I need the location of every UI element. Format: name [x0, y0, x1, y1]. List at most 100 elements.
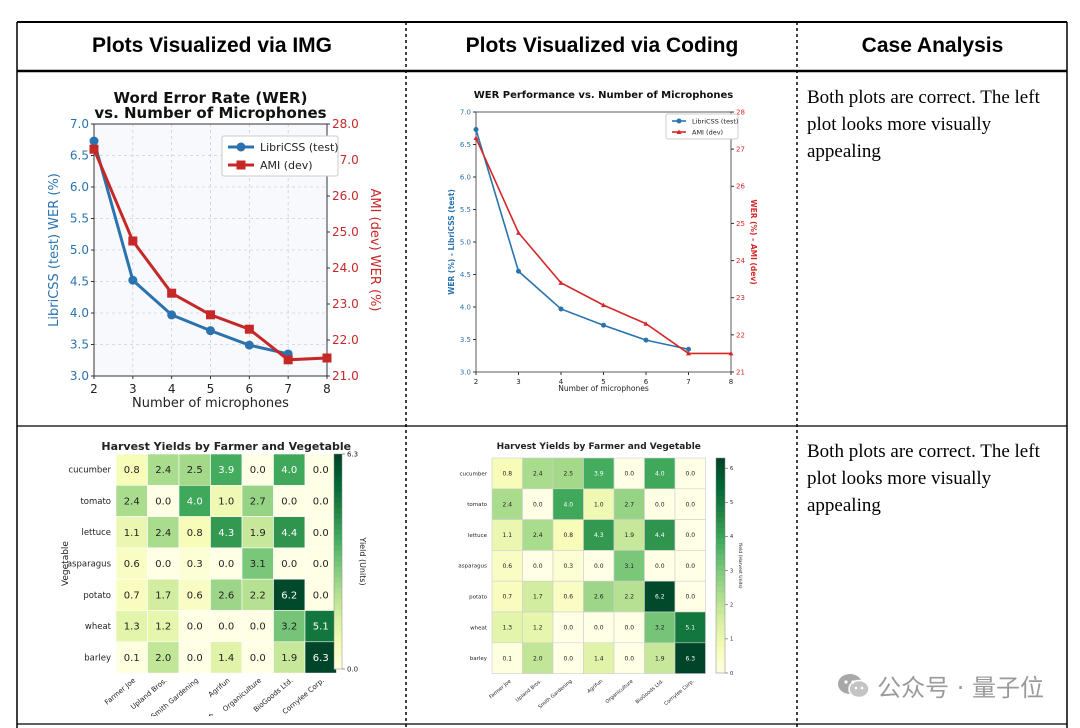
colorbar-segment — [716, 635, 725, 642]
colorbar-segment — [716, 479, 725, 486]
cell-value: 1.2 — [155, 622, 171, 633]
y2-tick-label: 24.0 — [332, 261, 359, 275]
cell-value: 2.6 — [594, 594, 604, 601]
cell-value: 3.1 — [250, 559, 266, 570]
column-label: Upland Bros. — [515, 678, 544, 703]
cell-value: 5.1 — [685, 625, 695, 632]
heatmap-cell — [613, 611, 645, 644]
colorbar-tick-label: 0.0 — [347, 665, 358, 673]
heatmap-cell — [147, 610, 180, 643]
cell-value: 0.0 — [313, 559, 329, 570]
colorbar-segment — [334, 518, 342, 525]
column-label: Agrifun — [207, 677, 232, 699]
cell-value: 2.7 — [624, 501, 634, 508]
x-tick-label: 3 — [516, 378, 520, 386]
cell-value: 0.3 — [187, 559, 203, 570]
cell-value: 0.0 — [533, 563, 543, 570]
cell-value: 0.0 — [250, 465, 266, 476]
data-point — [89, 136, 99, 146]
colorbar-segment — [716, 608, 725, 615]
cell-value: 2.0 — [155, 653, 171, 664]
legend-label: AMI (dev) — [692, 128, 723, 136]
analysis-line: plot looks more visually — [807, 468, 992, 489]
colorbar-segment — [716, 597, 725, 604]
heatmap-cell — [552, 642, 584, 674]
heatmap-cell — [613, 642, 645, 674]
cell-value: 1.9 — [655, 655, 665, 662]
colorbar-segment — [716, 656, 725, 663]
x-tick-label: 2 — [90, 382, 98, 396]
heatmap-cell — [273, 547, 306, 580]
y-tick-label: 4.5 — [70, 275, 89, 289]
colorbar-segment — [334, 454, 342, 460]
y-tick-label: 3.0 — [70, 369, 89, 383]
cell-value: 0.0 — [685, 532, 695, 539]
y-tick-label: 6.5 — [70, 149, 89, 163]
heatmap-cell — [273, 453, 306, 486]
cell-value: 0.0 — [624, 471, 634, 478]
colorbar-segment — [334, 609, 342, 616]
heatmap-cell — [674, 519, 706, 551]
cell-value: 1.4 — [218, 653, 234, 664]
y2-tick-label: 27.0 — [332, 153, 359, 167]
heatmap-cell — [491, 519, 523, 551]
data-point — [558, 306, 564, 312]
y-tick-label: 5.5 — [460, 206, 471, 214]
data-point — [473, 135, 479, 140]
heatmap-cell — [552, 457, 584, 490]
colorbar-segment — [716, 544, 725, 550]
data-point — [206, 310, 215, 320]
cell-value: 0.0 — [281, 559, 297, 570]
series-line — [475, 129, 689, 351]
cell-value: 0.0 — [563, 655, 573, 662]
cell-value: 1.7 — [533, 594, 543, 601]
cell-value: 3.1 — [624, 563, 634, 570]
legend-marker — [236, 142, 246, 152]
colorbar-segment — [334, 486, 342, 493]
y2-tick-label: 28.0 — [332, 117, 359, 131]
cell-value: 2.0 — [533, 655, 543, 662]
colorbar-segment — [716, 640, 725, 647]
data-point — [728, 350, 734, 356]
colorbar-segment — [334, 663, 342, 670]
y-tick-label: 6.0 — [70, 180, 89, 194]
colorbar-label: Yield (Harvest Units) — [737, 541, 743, 588]
heatmap-cell — [613, 519, 645, 551]
cell-value: 1.1 — [502, 532, 512, 539]
y-axis-label: Vegetable — [61, 541, 71, 587]
x-axis-label: Number of microphones — [132, 396, 289, 411]
colorbar-frame — [715, 457, 726, 674]
colorbar-segment — [716, 538, 725, 545]
y2-tick-label: 22 — [736, 331, 745, 339]
cell-value: 0.7 — [502, 594, 512, 601]
heatmap-cell — [178, 453, 211, 486]
data-point — [206, 326, 215, 336]
cell-value: 0.7 — [124, 590, 140, 601]
wer-line-chart-coding: WER Performance vs. Number of Microphone… — [447, 90, 758, 393]
data-point — [473, 127, 479, 133]
colorbar-segment — [334, 491, 342, 498]
colorbar-segment — [716, 554, 725, 561]
colorbar-tick-label: 4 — [730, 534, 733, 540]
y2-tick-label: 25.0 — [332, 225, 359, 239]
colorbar-segment — [334, 647, 342, 654]
y2-tick-label: 21.0 — [332, 369, 359, 383]
colorbar-segment — [334, 513, 342, 519]
y2-tick-label: 22.0 — [332, 333, 359, 347]
cell-value: 0.8 — [502, 471, 512, 478]
y-tick-label: 4.5 — [460, 271, 471, 279]
heatmap-cell — [644, 519, 676, 551]
heatmap-cell — [304, 547, 337, 580]
row-label: tomato — [467, 502, 487, 508]
cell-value: 2.5 — [563, 471, 573, 478]
heatmap-cell — [674, 488, 706, 520]
series-line — [475, 137, 731, 355]
heatmap-cell — [552, 580, 584, 613]
colorbar-segment — [334, 631, 342, 638]
colorbar-segment — [716, 463, 725, 470]
y-axis-label: WER (%) - LibriCSS (test) — [447, 189, 456, 295]
legend-marker — [676, 118, 682, 124]
heatmap-cell — [522, 580, 554, 613]
heatmap-cell — [304, 641, 337, 674]
heatmap-cell — [115, 547, 148, 580]
